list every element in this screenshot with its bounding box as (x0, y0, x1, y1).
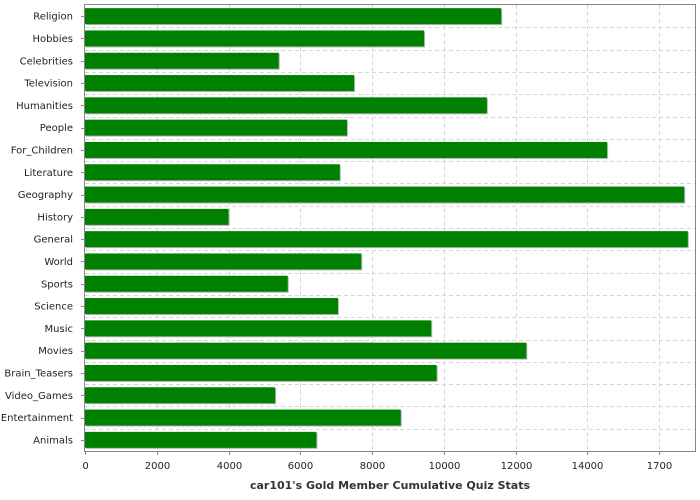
category-label: Hobbies (33, 34, 73, 45)
x-tick-label: 6000 (288, 461, 313, 472)
category-label: People (40, 123, 73, 134)
bar-history (85, 208, 229, 225)
bar-religion (85, 8, 502, 25)
x-tick-label: 4000 (217, 461, 242, 472)
bar-television (85, 75, 355, 92)
category-label: Movies (38, 346, 73, 357)
category-label: Literature (24, 168, 73, 179)
category-label: Brain_Teasers (4, 368, 73, 379)
bar-movies (85, 342, 527, 359)
bar-video-games (85, 387, 276, 404)
x-axis-ticks: 0 2000 4000 6000 8000 10000 12000 14000 1700 (82, 451, 672, 472)
bar-for-children (85, 141, 608, 158)
category-label: Animals (33, 435, 73, 446)
x-axis-title: car101's Gold Member Cumulative Quiz Sta… (250, 479, 531, 492)
bar-celebrities (85, 52, 279, 69)
x-tick-label: 12000 (501, 461, 533, 472)
category-label: Video_Games (5, 391, 73, 402)
bar-world (85, 253, 362, 270)
plot-frame (84, 4, 696, 452)
bar-brain-teasers (85, 364, 437, 381)
bar-people (85, 119, 347, 136)
category-label: Humanities (16, 101, 73, 112)
category-label: General (34, 235, 73, 246)
category-label: For_Children (11, 145, 73, 156)
bar-geography (85, 186, 685, 203)
grid-lines (85, 5, 695, 451)
bar-science (85, 298, 338, 315)
category-label: Entertainment (1, 413, 73, 424)
x-tick-label: 2000 (145, 461, 170, 472)
category-label: Sports (41, 279, 73, 290)
bar-entertainment (85, 409, 401, 426)
category-label: Geography (18, 190, 73, 201)
category-label: Television (23, 79, 73, 90)
category-label: History (37, 212, 73, 223)
bar-general (85, 231, 688, 248)
category-label: Celebrities (20, 56, 73, 67)
x-tick-label: 1700 (647, 461, 672, 472)
category-labels: Religion Hobbies Celebrities Television Huma… (1, 12, 85, 446)
bar-literature (85, 164, 340, 181)
x-tick-label: 0 (82, 461, 88, 472)
x-tick-label: 8000 (360, 461, 385, 472)
category-label: Science (34, 302, 73, 313)
bar-hobbies (85, 30, 425, 47)
category-label: Music (45, 324, 73, 335)
bar-humanities (85, 97, 487, 114)
bar-music (85, 320, 432, 337)
bars (85, 8, 689, 449)
x-tick-label: 10000 (429, 461, 461, 472)
category-label: World (44, 257, 73, 268)
bar-animals (85, 431, 317, 448)
x-tick-label: 14000 (572, 461, 604, 472)
bar-sports (85, 275, 288, 292)
category-label: Religion (33, 12, 73, 23)
